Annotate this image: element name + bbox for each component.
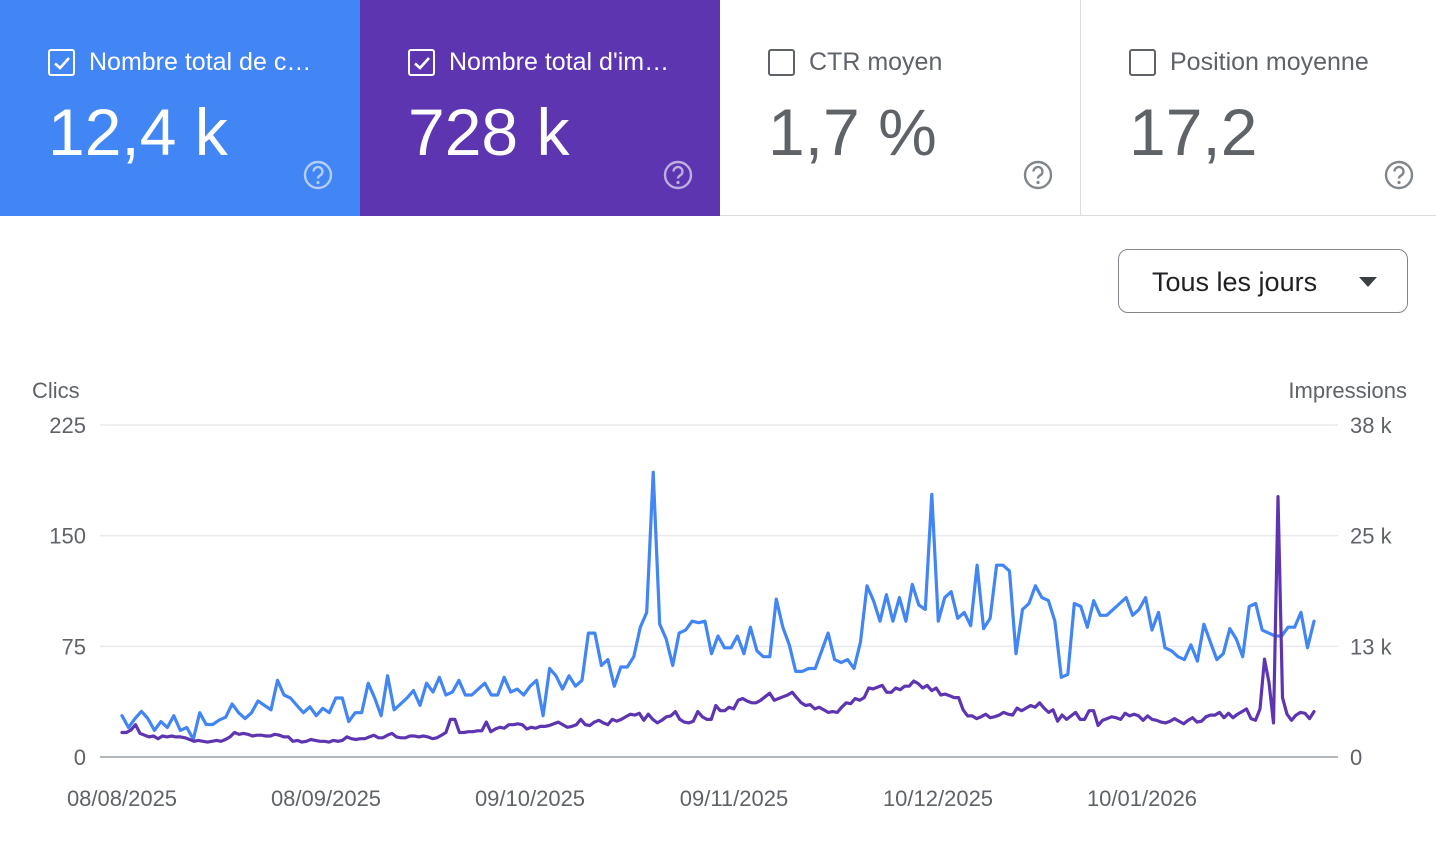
x-tick-label: 09/10/2025	[475, 786, 585, 811]
metric-card-position[interactable]: Position moyenne 17,2	[1080, 0, 1436, 216]
performance-chart: 225 38 k 150 25 k 75 13 k 0 0 08/08/2025 08/09/20…	[49, 413, 1393, 811]
granularity-label: Tous les jours	[1152, 267, 1318, 297]
metric-label-clicks: Nombre total de c…	[89, 48, 312, 76]
metric-value-position: 17,2	[1129, 95, 1258, 169]
unchecked-checkbox-icon[interactable]	[1129, 49, 1156, 76]
x-tick-label: 08/09/2025	[271, 786, 381, 811]
checked-checkbox-icon[interactable]	[408, 49, 435, 76]
checked-checkbox-icon[interactable]	[48, 49, 75, 76]
series-line-impressions	[120, 494, 1316, 744]
left-tick-label: 75	[62, 634, 86, 659]
metric-label-impressions: Nombre total d'im…	[449, 48, 670, 76]
help-icon[interactable]	[1022, 159, 1054, 191]
help-icon[interactable]	[302, 159, 334, 191]
left-tick-label: 0	[74, 745, 86, 770]
x-tick-label: 10/01/2026	[1087, 786, 1197, 811]
metric-value-clicks: 12,4 k	[48, 95, 228, 169]
left-axis-title: Clics	[32, 378, 80, 403]
metric-cards: Nombre total de c… 12,4 k Nombre total d…	[0, 0, 1436, 216]
right-tick-label: 0	[1350, 745, 1362, 770]
right-tick-label: 38 k	[1350, 413, 1393, 438]
granularity-dropdown[interactable]: Tous les jours	[1118, 249, 1408, 313]
caret-down-icon	[1359, 277, 1377, 287]
left-tick-label: 225	[49, 413, 86, 438]
help-icon[interactable]	[1383, 159, 1415, 191]
metric-card-ctr[interactable]: CTR moyen 1,7 %	[720, 0, 1080, 216]
help-icon[interactable]	[662, 159, 694, 191]
series-line-clics	[120, 470, 1316, 741]
x-tick-label: 09/11/2025	[680, 786, 788, 811]
x-tick-label: 08/08/2025	[67, 786, 177, 811]
metric-value-ctr: 1,7 %	[768, 95, 937, 169]
metric-value-impressions: 728 k	[408, 95, 570, 169]
metric-card-impressions[interactable]: Nombre total d'im… 728 k	[360, 0, 720, 216]
metric-label-position: Position moyenne	[1170, 48, 1369, 76]
left-tick-label: 150	[49, 524, 86, 549]
x-tick-label: 10/12/2025	[883, 786, 993, 811]
right-tick-label: 13 k	[1350, 634, 1393, 659]
metric-label-ctr: CTR moyen	[809, 48, 943, 76]
metric-card-clicks[interactable]: Nombre total de c… 12,4 k	[0, 0, 360, 216]
right-axis-title: Impressions	[1288, 378, 1407, 403]
right-tick-label: 25 k	[1350, 524, 1393, 549]
unchecked-checkbox-icon[interactable]	[768, 49, 795, 76]
